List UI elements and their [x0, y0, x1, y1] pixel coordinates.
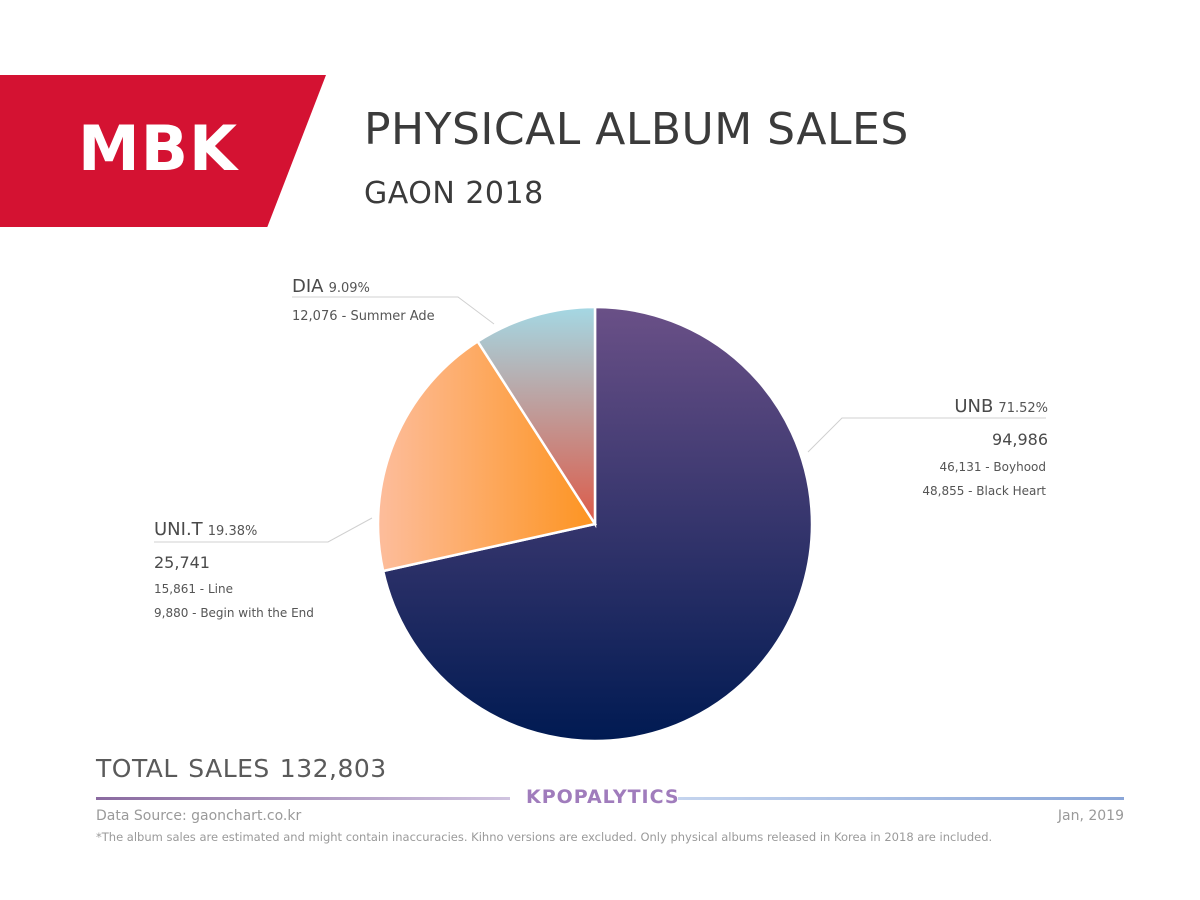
- footnote: *The album sales are estimated and might…: [96, 830, 993, 844]
- brand-banner: [0, 75, 326, 227]
- label-unb-album-2: 48,855 - Black Heart: [922, 484, 1046, 498]
- label-dia: DIA 9.09%: [292, 276, 370, 297]
- leader-line-unb: [807, 417, 1046, 453]
- label-unb-percent: 71.52%: [998, 401, 1048, 416]
- pie-slice-unit: [376, 339, 598, 573]
- label-unb-total: 94,986: [992, 430, 1048, 449]
- label-unit-percent: 19.38%: [207, 524, 258, 539]
- total-sales-value: 132,803: [279, 754, 387, 783]
- footer-date: Jan, 2019: [1057, 808, 1124, 824]
- label-unit-album-1: 15,861 - Line: [154, 582, 233, 596]
- label-dia-album-1: 12,076 - Summer Ade: [292, 309, 435, 324]
- pie-slice-unb: [381, 305, 814, 743]
- total-sales-label: TOTAL SALES: [96, 754, 270, 783]
- label-dia-name: DIA: [292, 276, 324, 297]
- label-unit: UNI.T 19.38%: [154, 519, 257, 540]
- brand-label: MBK: [78, 112, 238, 185]
- label-unit-total: 25,741: [154, 553, 210, 572]
- label-unb-name: UNB: [954, 396, 994, 417]
- label-unb-album-1: 46,131 - Boyhood: [939, 460, 1046, 474]
- pie-slice-dia: [475, 305, 597, 529]
- total-sales: TOTAL SALES 132,803: [96, 754, 387, 783]
- footer-brand: KPOPALYTICS: [526, 786, 680, 808]
- footer-rule-right: [678, 797, 1124, 800]
- page-subtitle: GAON 2018: [364, 176, 544, 211]
- label-unit-name: UNI.T: [154, 519, 203, 540]
- data-source: Data Source: gaonchart.co.kr: [96, 808, 302, 824]
- leader-line-unit: [154, 517, 373, 543]
- leader-line-dia: [292, 296, 495, 325]
- label-dia-percent: 9.09%: [328, 281, 370, 296]
- footer-rule-left: [96, 797, 510, 800]
- page-title: PHYSICAL ALBUM SALES: [364, 104, 909, 155]
- label-unb: UNB 71.52%: [954, 396, 1048, 417]
- label-unit-album-2: 9,880 - Begin with the End: [154, 606, 314, 620]
